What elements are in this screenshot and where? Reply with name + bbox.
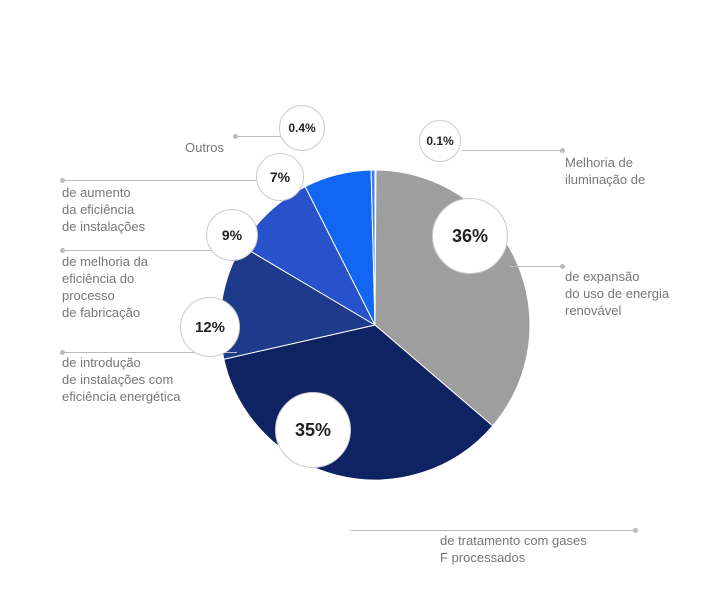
leader-line (350, 530, 635, 531)
slice-label: de introduçãode instalações comeficiênci… (62, 355, 212, 406)
slice-label: de expansãodo uso de energiarenovável (565, 269, 705, 320)
value-bubble-text: 12% (195, 319, 225, 336)
leader-dot (233, 134, 238, 139)
value-bubble: 0.1% (419, 120, 461, 162)
value-bubble: 12% (180, 297, 240, 357)
leader-line (510, 266, 562, 267)
slice-label: de melhoria daeficiência doprocessode fa… (62, 254, 177, 322)
value-bubble: 35% (275, 392, 351, 468)
slice-label: de aumentoda eficiênciade instalações (62, 185, 172, 236)
value-bubble-text: 35% (295, 420, 331, 441)
leader-dot (60, 248, 65, 253)
value-bubble-text: 0.4% (288, 121, 315, 135)
value-bubble: 7% (256, 153, 304, 201)
value-bubble-text: 7% (270, 169, 290, 185)
value-bubble: 9% (206, 209, 258, 261)
value-bubble: 36% (432, 198, 508, 274)
slice-label: Melhoria deiluminação de (565, 155, 695, 189)
value-bubble-text: 9% (222, 227, 242, 243)
value-bubble: 0.4% (279, 105, 325, 151)
value-bubble-text: 0.1% (426, 134, 453, 148)
leader-dot (60, 178, 65, 183)
leader-line (462, 150, 562, 151)
slice-label: Outros (185, 140, 245, 157)
leader-dot (560, 148, 565, 153)
value-bubble-text: 36% (452, 226, 488, 247)
slice-label: de tratamento com gasesF processados (440, 533, 640, 567)
